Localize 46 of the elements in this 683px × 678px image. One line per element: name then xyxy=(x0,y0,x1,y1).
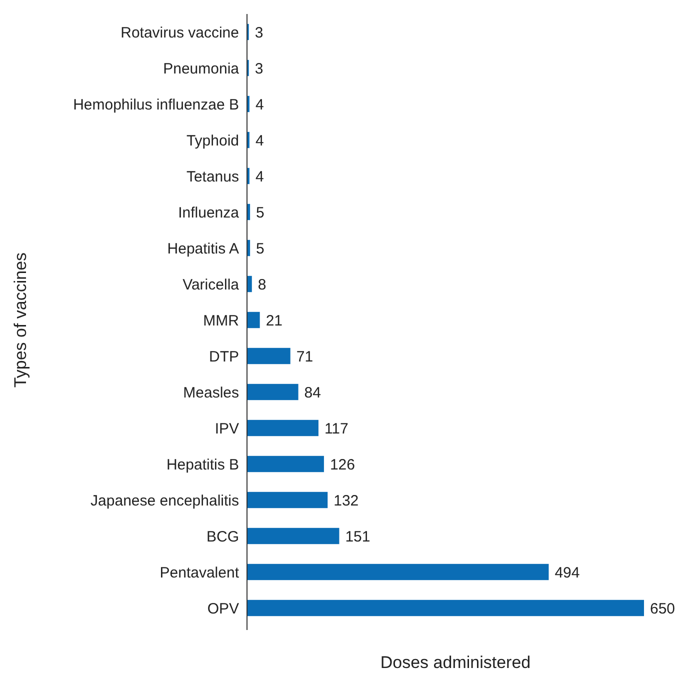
y-tick-label: IPV xyxy=(214,420,239,438)
y-tick-label: Tetanus xyxy=(186,168,239,186)
bar xyxy=(247,276,252,292)
data-label: 151 xyxy=(345,528,370,546)
y-tick-label: Measles xyxy=(183,384,239,402)
bar xyxy=(247,384,298,400)
bar xyxy=(247,564,549,580)
y-tick-label: BCG xyxy=(206,528,239,546)
data-label: 4 xyxy=(255,168,264,186)
bar xyxy=(247,312,260,328)
data-label: 21 xyxy=(266,312,283,330)
y-tick-label: Influenza xyxy=(178,204,240,222)
bar xyxy=(247,492,328,508)
y-tick-label: Varicella xyxy=(182,276,240,294)
data-label: 117 xyxy=(324,420,348,438)
y-tick-label: Japanese encephalitis xyxy=(90,492,239,510)
data-label: 3 xyxy=(254,24,264,42)
bar xyxy=(247,348,290,364)
y-tick-label: Typhoid xyxy=(186,132,239,150)
bar xyxy=(247,528,340,544)
bar xyxy=(247,456,324,472)
data-label: 126 xyxy=(330,456,355,474)
y-tick-label: OPV xyxy=(207,600,239,618)
data-label: 8 xyxy=(258,276,266,294)
data-label: 650 xyxy=(650,600,676,618)
data-label: 71 xyxy=(296,348,314,366)
y-tick-label: DTP xyxy=(209,348,239,366)
data-label: 494 xyxy=(554,564,580,582)
data-label: 5 xyxy=(256,240,264,258)
data-label: 4 xyxy=(255,96,264,114)
y-tick-label: Pneumonia xyxy=(163,60,240,78)
data-label: 132 xyxy=(334,492,359,510)
bar xyxy=(247,420,318,436)
y-tick-label: Hepatitis A xyxy=(167,240,239,258)
y-tick-label: Pentavalent xyxy=(160,564,240,582)
data-label: 4 xyxy=(255,132,264,150)
data-label: 84 xyxy=(304,384,321,402)
data-label: 5 xyxy=(256,204,264,222)
data-label: 3 xyxy=(254,60,264,78)
y-tick-label: Hemophilus influenzae B xyxy=(73,96,239,114)
y-axis-title: Types of vaccines xyxy=(11,252,30,388)
bar xyxy=(247,600,644,616)
y-tick-label: MMR xyxy=(203,312,240,330)
y-tick-label: Rotavirus vaccine xyxy=(120,24,239,42)
x-axis-title: Doses administered xyxy=(380,653,531,672)
y-tick-label: Hepatitis B xyxy=(166,456,239,474)
